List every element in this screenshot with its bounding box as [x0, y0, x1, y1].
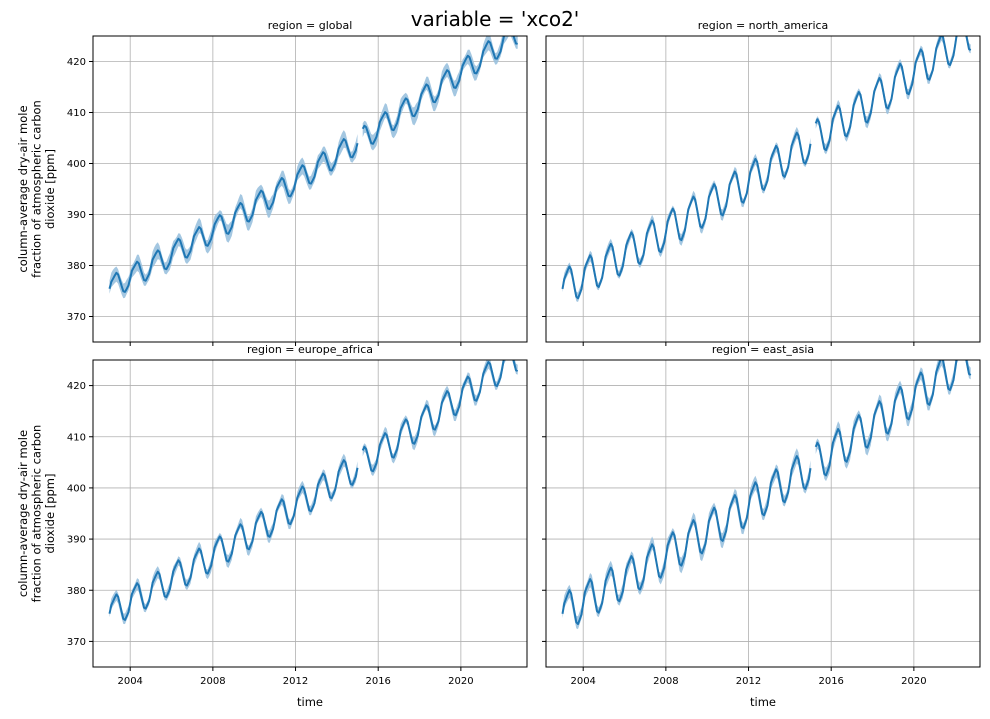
- series-line: [361, 36, 518, 145]
- y-tick-label: 420: [67, 57, 86, 68]
- y-tick-label: 400: [67, 483, 86, 494]
- y-tick-label: 400: [67, 159, 86, 170]
- panel-1: region = north_america: [542, 19, 981, 346]
- y-tick-label: 370: [67, 312, 86, 323]
- uncertainty-band: [362, 36, 518, 151]
- axes-frame: [92, 359, 528, 668]
- y-tick-label: 410: [67, 108, 86, 119]
- y-axis-label-line: dioxide [ppm]: [43, 474, 57, 554]
- y-axis-label: column-average dry-air molefraction of a…: [16, 425, 57, 603]
- x-tick-label: 2008: [653, 676, 678, 687]
- series-line: [561, 131, 812, 300]
- panels: 370 380 390 400 410 420 region = global column-…: [16, 19, 981, 709]
- y-tick-label: 420: [67, 381, 86, 392]
- panel-title: region = europe_africa: [247, 343, 373, 356]
- panel-title: region = global: [268, 19, 353, 32]
- plot-area: [561, 36, 972, 303]
- axes-frame: [545, 359, 981, 668]
- figure-suptitle: variable = 'xco2': [411, 7, 580, 31]
- x-tick-label: 2012: [283, 676, 308, 687]
- series-line: [814, 36, 972, 152]
- x-tick-label: 2020: [448, 676, 473, 687]
- panel-title: region = north_america: [698, 19, 829, 32]
- x-tick-label: 2008: [200, 676, 225, 687]
- plot-area: [561, 360, 972, 630]
- y-tick-label: 380: [67, 261, 86, 272]
- x-tick-label: 2016: [365, 676, 390, 687]
- series-line: [108, 459, 359, 621]
- series-line: [814, 360, 972, 477]
- axes-frame: [92, 35, 528, 343]
- y-axis-label-line: fraction of atmospheric carbon: [30, 425, 44, 603]
- y-tick-label: 380: [67, 586, 86, 597]
- x-axis-label: time: [750, 695, 776, 709]
- series-line: [361, 360, 519, 473]
- panel-title: region = east_asia: [712, 343, 814, 356]
- x-tick-label: 2016: [818, 676, 843, 687]
- y-axis-label-line: dioxide [ppm]: [43, 149, 57, 229]
- x-tick-label: 2004: [117, 676, 142, 687]
- y-tick-label: 390: [67, 535, 86, 546]
- panel-2: 2004 2008 2012 2016 2020 370 380 390 400 410 420 re…: [16, 343, 528, 709]
- y-axis-label-line: column-average dry-air mole: [16, 430, 30, 597]
- panel-0: 370 380 390 400 410 420 region = global column-…: [16, 19, 528, 346]
- plot-area: [108, 360, 519, 625]
- y-axis-label-line: fraction of atmospheric carbon: [30, 100, 44, 278]
- series-line: [108, 138, 359, 293]
- panel-3: 2004 2008 2012 2016 2020 region = east_asiati…: [542, 343, 981, 709]
- plot-area: [108, 36, 518, 299]
- x-tick-label: 2004: [570, 676, 595, 687]
- y-tick-label: 390: [67, 210, 86, 221]
- x-tick-label: 2020: [901, 676, 926, 687]
- x-axis-label: time: [297, 695, 323, 709]
- y-tick-label: 370: [67, 637, 86, 648]
- y-axis-label-line: column-average dry-air mole: [16, 105, 30, 272]
- series-line: [561, 455, 812, 625]
- axes-frame: [545, 35, 981, 343]
- x-tick-label: 2012: [736, 676, 761, 687]
- y-axis-label: column-average dry-air molefraction of a…: [16, 100, 57, 278]
- y-tick-label: 410: [67, 432, 86, 443]
